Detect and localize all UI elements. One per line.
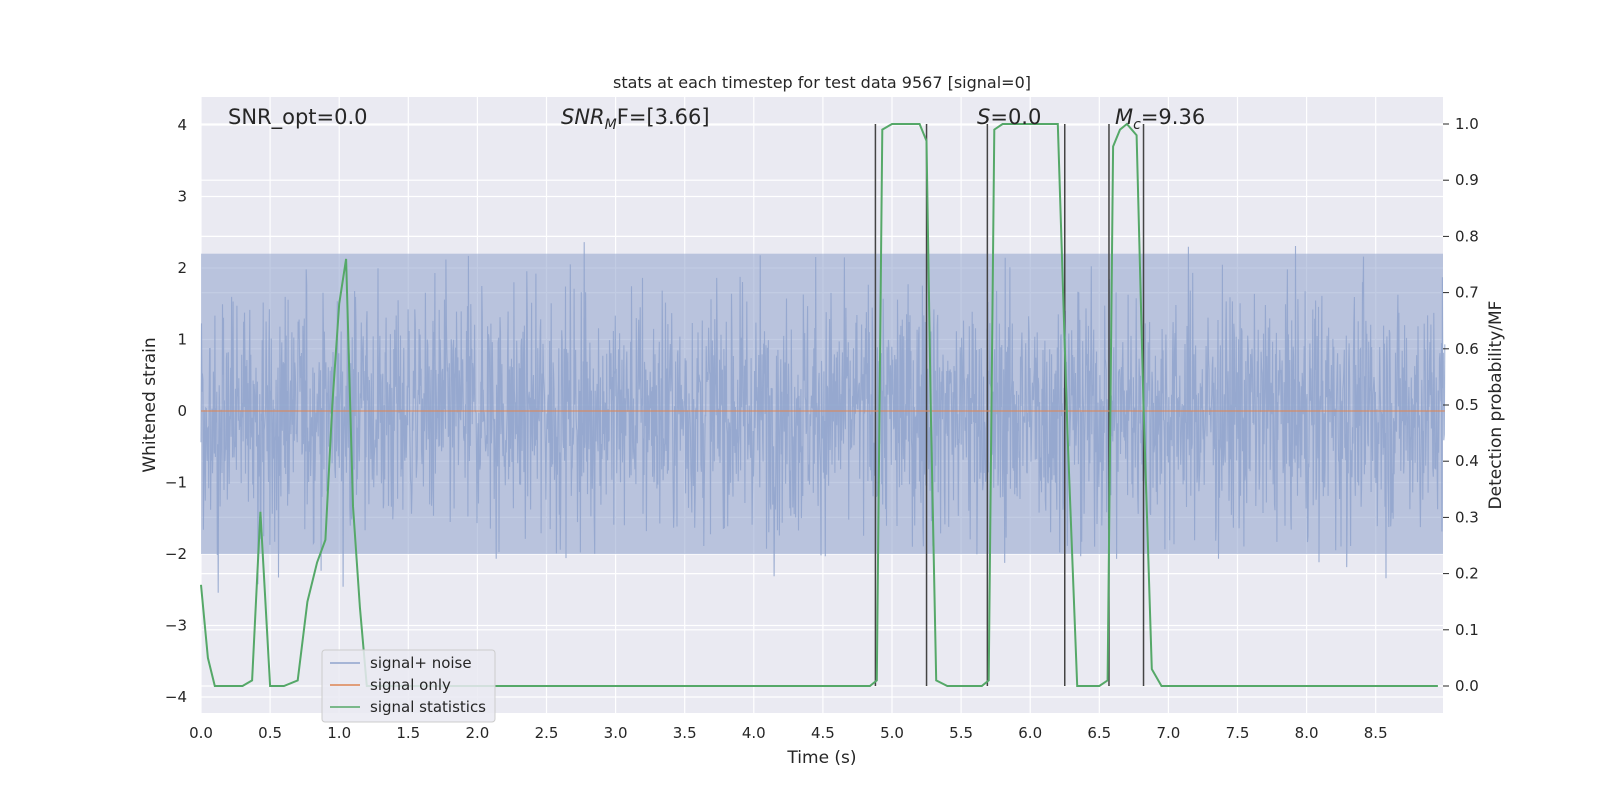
- x-tick-label-0: 0.0: [189, 724, 213, 742]
- x-tick-labels: 0.0 0.5 1.0 1.5 2.0 2.5 3.0 3.5 4.0 4.5 5.0 5.5 6.0 6…: [189, 724, 1388, 742]
- y-left-tick-labels: 4 3 2 1 0 −1 −2 −3 −4: [165, 116, 187, 706]
- x-tick-label-2: 1.0: [327, 724, 351, 742]
- y-left-tick-label-2: 2: [177, 259, 187, 277]
- x-tick-label-8: 4.0: [742, 724, 766, 742]
- x-tick-label-16: 8.0: [1295, 724, 1319, 742]
- x-tick-label-3: 1.5: [396, 724, 420, 742]
- x-tick-label-1: 0.5: [258, 724, 282, 742]
- y-axis-label-left: Whitened strain: [140, 337, 160, 472]
- x-tick-label-13: 6.5: [1087, 724, 1111, 742]
- legend-box: [321, 649, 496, 723]
- x-axis-label: Time (s): [786, 748, 856, 768]
- x-tick-label-9: 4.5: [811, 724, 835, 742]
- legend-label-signal-noise: signal+ noise: [370, 654, 472, 672]
- y-left-tick-label-3: 1: [177, 331, 187, 349]
- legend-label-signal-statistics: signal statistics: [370, 698, 486, 716]
- y-left-tick-label-1: 3: [177, 188, 187, 206]
- y-right-tick-label-8: 0.2: [1455, 565, 1479, 583]
- signal-statistics-line: [200, 122, 1438, 687]
- annotation-snr-opt: SNR_opt=0.0: [228, 105, 368, 130]
- annotations: SNR_opt=0.0 SNRMF=[3.66] S=0.0 Mc=9.36: [228, 105, 1205, 133]
- series-signal-statistics: [200, 122, 1438, 687]
- y-right-tick-label-6: 0.4: [1455, 452, 1479, 470]
- x-tick-label-10: 5.0: [880, 724, 904, 742]
- y-right-tick-label-0: 1.0: [1455, 115, 1479, 133]
- x-tick-label-4: 2.0: [465, 724, 489, 742]
- y-right-tick-label-7: 0.3: [1455, 508, 1479, 526]
- y-right-tick-label-1: 0.9: [1455, 171, 1479, 189]
- y-right-tick-label-2: 0.8: [1455, 227, 1479, 245]
- series-signal-noise: [200, 242, 1446, 593]
- y-left-tick-label-8: −4: [165, 688, 187, 706]
- y-left-tick-label-6: −2: [165, 545, 187, 563]
- y-left-tick-label-7: −3: [165, 617, 187, 635]
- chart-title: stats at each timestep for test data 956…: [613, 73, 1031, 92]
- y-right-tick-label-4: 0.6: [1455, 340, 1479, 358]
- y-right-tick-label-5: 0.5: [1455, 396, 1479, 414]
- legend: signal+ noise signal only signal statist…: [321, 649, 496, 723]
- legend-label-signal-only: signal only: [370, 676, 451, 694]
- y-left-tick-label-4: 0: [177, 402, 187, 420]
- y-right-tick-labels: 1.0 0.9 0.8 0.7 0.6 0.5 0.4 0.3 0.2 0.1 0.0: [1443, 115, 1479, 695]
- annotation-s: S=0.0: [977, 105, 1041, 129]
- x-tick-label-7: 3.5: [673, 724, 697, 742]
- noise-line: [200, 242, 1446, 593]
- x-tick-label-17: 8.5: [1364, 724, 1388, 742]
- x-tick-label-14: 7.0: [1156, 724, 1180, 742]
- x-tick-label-15: 7.5: [1226, 724, 1250, 742]
- x-tick-label-11: 5.5: [949, 724, 973, 742]
- x-tick-label-5: 2.5: [535, 724, 559, 742]
- y-left-tick-label-5: −1: [165, 474, 187, 492]
- y-right-tick-label-9: 0.1: [1455, 621, 1479, 639]
- y-right-tick-label-10: 0.0: [1455, 677, 1479, 695]
- x-tick-label-12: 6.0: [1018, 724, 1042, 742]
- y-axis-label-right: Detection probability/MF: [1486, 301, 1506, 510]
- x-tick-label-6: 3.0: [604, 724, 628, 742]
- y-left-tick-label-0: 4: [177, 116, 187, 134]
- annotation-mc: Mc=9.36: [1115, 105, 1205, 133]
- y-right-tick-label-3: 0.7: [1455, 284, 1479, 302]
- annotation-snr-mf: SNRMF=[3.66]: [561, 105, 710, 133]
